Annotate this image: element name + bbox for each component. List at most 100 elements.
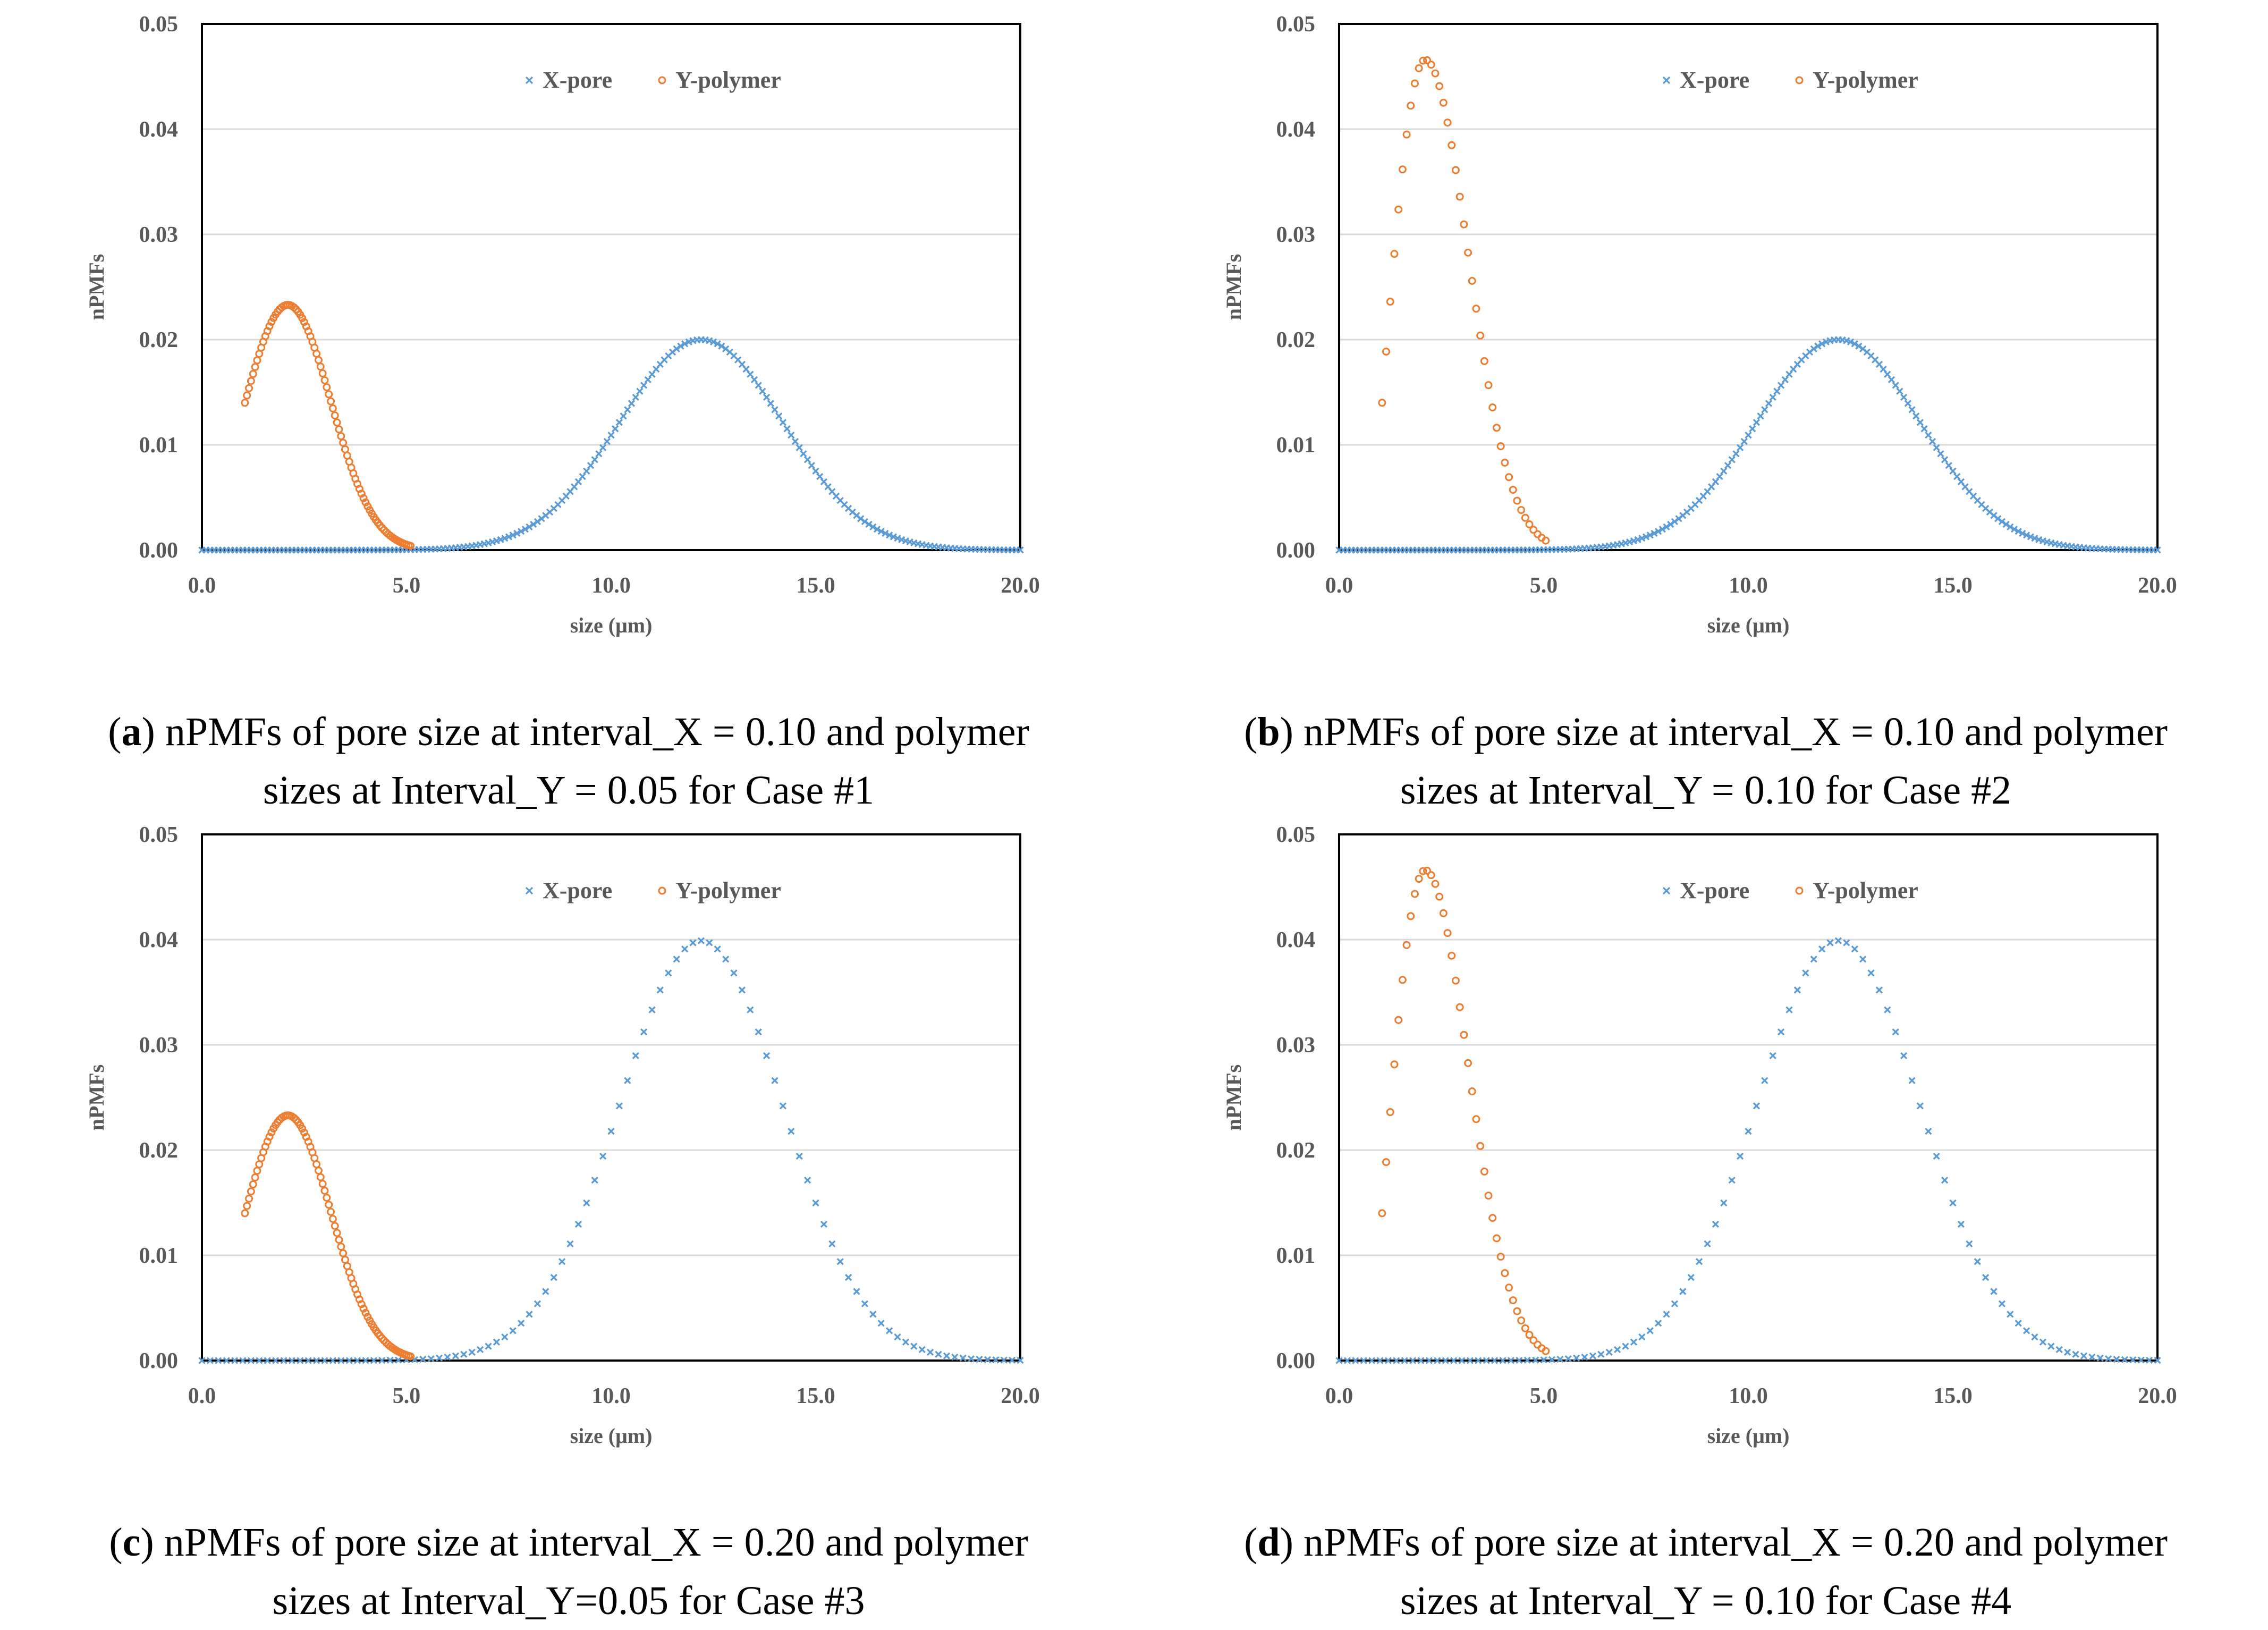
- chart-d-point-x-pore: [2088, 1353, 2096, 1361]
- chart-c-point-x-pore: [706, 939, 713, 947]
- chart-b-point-y-polymer: [1501, 459, 1509, 467]
- chart-a-legend-x-pore-marker: [525, 76, 534, 85]
- chart-d-x-tick-label: 20.0: [2138, 1384, 2177, 1408]
- chart-d-point-y-polymer: [1435, 892, 1444, 901]
- chart-b-x-tick-label: 20.0: [2138, 573, 2177, 598]
- chart-a-point-x-pore: [808, 462, 815, 469]
- chart-a-point-x-pore: [763, 393, 771, 401]
- chart-d-point-x-pore: [2080, 1352, 2088, 1359]
- chart-a-point-x-pore: [640, 382, 648, 389]
- chart-d-point-x-pore: [2063, 1348, 2071, 1356]
- chart-c-point-y-polymer: [243, 1202, 251, 1210]
- chart-c-point-x-pore: [312, 1357, 320, 1364]
- chart-b-point-y-polymer: [1505, 473, 1513, 482]
- chart-a-point-x-pore: [636, 387, 644, 395]
- chart-c: 0.00 0.01 0.02 0.03 0.04 0.05 0.0 5.0 10.0 15.0 20…: [84, 823, 1040, 1448]
- chart-b-point-x-pore: [2027, 533, 2034, 540]
- chart-d-point-x-pore: [1572, 1354, 1580, 1362]
- caption-d-line2: sizes at Interval_Y = 0.10 for Case #4: [1400, 1578, 2012, 1623]
- chart-b-point-y-polymer: [1443, 119, 1452, 127]
- chart-c-point-x-pore: [984, 1356, 992, 1363]
- chart-d-point-x-pore: [1516, 1356, 1523, 1364]
- chart-c-point-x-pore: [943, 1352, 951, 1359]
- chart-c-point-x-pore: [722, 956, 730, 963]
- chart-c-point-x-pore: [460, 1350, 468, 1358]
- chart-c-y-tick-label: 0.02: [139, 1138, 179, 1163]
- chart-c-point-x-pore: [836, 1258, 844, 1265]
- chart-b-x-tick-label: 10.0: [1729, 573, 1768, 598]
- chart-d-point-y-polymer: [1472, 1115, 1480, 1124]
- chart-b-point-x-pore: [1818, 340, 1826, 348]
- caption-b-line1: nPMFs of pore size at interval_X = 0.10 …: [1293, 710, 2168, 754]
- chart-a-point-y-polymer: [314, 356, 323, 365]
- chart-b-series-x-pore: [1335, 336, 2161, 554]
- chart-c-point-x-pore: [468, 1348, 476, 1356]
- chart-d-point-x-pore: [1900, 1052, 1908, 1059]
- chart-d-point-x-pore: [2154, 1356, 2161, 1364]
- chart-a-point-x-pore: [791, 437, 799, 445]
- chart-c-point-x-pore: [215, 1357, 222, 1364]
- chart-a-series-x-pore: [198, 336, 1024, 554]
- chart-a-point-y-polymer: [243, 391, 251, 400]
- chart-d-point-x-pore: [1720, 1199, 1728, 1207]
- chart-a-y-tick-label: 0.00: [139, 538, 179, 563]
- chart-c-point-x-pore: [1017, 1356, 1024, 1364]
- chart-c-point-x-pore: [223, 1357, 230, 1364]
- chart-b-point-x-pore: [1928, 437, 1936, 445]
- chart-c-point-x-pore: [853, 1288, 860, 1295]
- chart-b-point-y-polymer: [1472, 305, 1480, 313]
- chart-a-point-x-pore: [603, 437, 611, 445]
- chart-d-point-x-pore: [1589, 1352, 1597, 1359]
- caption-a-line2: sizes at Interval_Y = 0.05 for Case #1: [263, 768, 875, 813]
- chart-c-point-x-pore: [992, 1356, 1000, 1364]
- chart-d-point-x-pore: [1933, 1152, 1940, 1160]
- chart-c-point-y-polymer: [320, 1186, 329, 1195]
- chart-a-point-x-pore: [587, 462, 595, 469]
- chart-c-y-axis-label: nPMFs: [84, 1065, 108, 1130]
- chart-d-point-y-polymer: [1464, 1059, 1472, 1067]
- chart-b-point-x-pore: [1663, 523, 1670, 530]
- chart-c-point-y-polymer: [361, 1308, 370, 1317]
- chart-d-point-x-pore: [1393, 1357, 1400, 1364]
- chart-d-point-x-pore: [2039, 1338, 2047, 1346]
- chart-c-point-x-pore: [378, 1356, 386, 1364]
- caption-c: (c) nPMFs of pore size at interval_X = 0…: [109, 1520, 1028, 1623]
- chart-a-point-x-pore: [779, 419, 787, 426]
- chart-d-point-y-polymer: [1402, 941, 1411, 949]
- chart-c-point-x-pore: [747, 1006, 754, 1014]
- chart-a-point-y-polymer: [323, 383, 331, 392]
- chart-d-point-x-pore: [1507, 1357, 1515, 1364]
- chart-a-point-y-polymer: [253, 356, 261, 365]
- chart-c-point-y-polymer: [328, 1214, 337, 1223]
- chart-a-point-x-pore: [615, 419, 623, 426]
- chart-a-point-y-polymer: [300, 318, 308, 326]
- chart-a-point-y-polymer: [247, 377, 255, 385]
- chart-a-point-x-pore: [767, 400, 774, 407]
- chart-d-point-x-pore: [1892, 1028, 1899, 1036]
- chart-a-x-tick-label: 5.0: [393, 573, 421, 598]
- chart-c-point-x-pore: [755, 1028, 762, 1036]
- chart-d-point-x-pore: [1491, 1357, 1499, 1364]
- chart-d-point-x-pore: [1343, 1357, 1351, 1364]
- chart-c-point-x-pore: [967, 1355, 975, 1363]
- chart-b-point-y-polymer: [1517, 506, 1526, 514]
- chart-a-point-y-polymer: [407, 542, 415, 550]
- chart-c-y-tick-label: 0.03: [139, 1033, 179, 1058]
- chart-c-point-x-pore: [607, 1127, 615, 1135]
- chart-d-point-x-pore: [1974, 1258, 1981, 1265]
- chart-a-point-x-pore: [620, 412, 627, 420]
- chart-c-point-x-pore: [885, 1327, 893, 1335]
- chart-a-point-x-pore: [882, 529, 889, 537]
- chart-b-point-x-pore: [2002, 520, 2010, 528]
- chart-a-point-x-pore: [632, 393, 639, 401]
- panel-d: 0.00 0.01 0.02 0.03 0.04 0.05 0.0 5.0 10.0 15.0 20…: [1148, 810, 2264, 1623]
- chart-d-point-y-polymer: [1468, 1087, 1476, 1096]
- chart-c-point-x-pore: [272, 1357, 280, 1364]
- chart-d-point-x-pore: [1851, 945, 1858, 953]
- chart-c-point-y-polymer: [325, 1201, 333, 1209]
- chart-a-point-x-pore: [750, 376, 758, 384]
- chart-a-point-x-pore: [775, 412, 783, 420]
- chart-d-point-y-polymer: [1513, 1307, 1521, 1315]
- chart-b-x-tick-label: 5.0: [1530, 573, 1558, 598]
- chart-b-point-x-pore: [1740, 437, 1748, 445]
